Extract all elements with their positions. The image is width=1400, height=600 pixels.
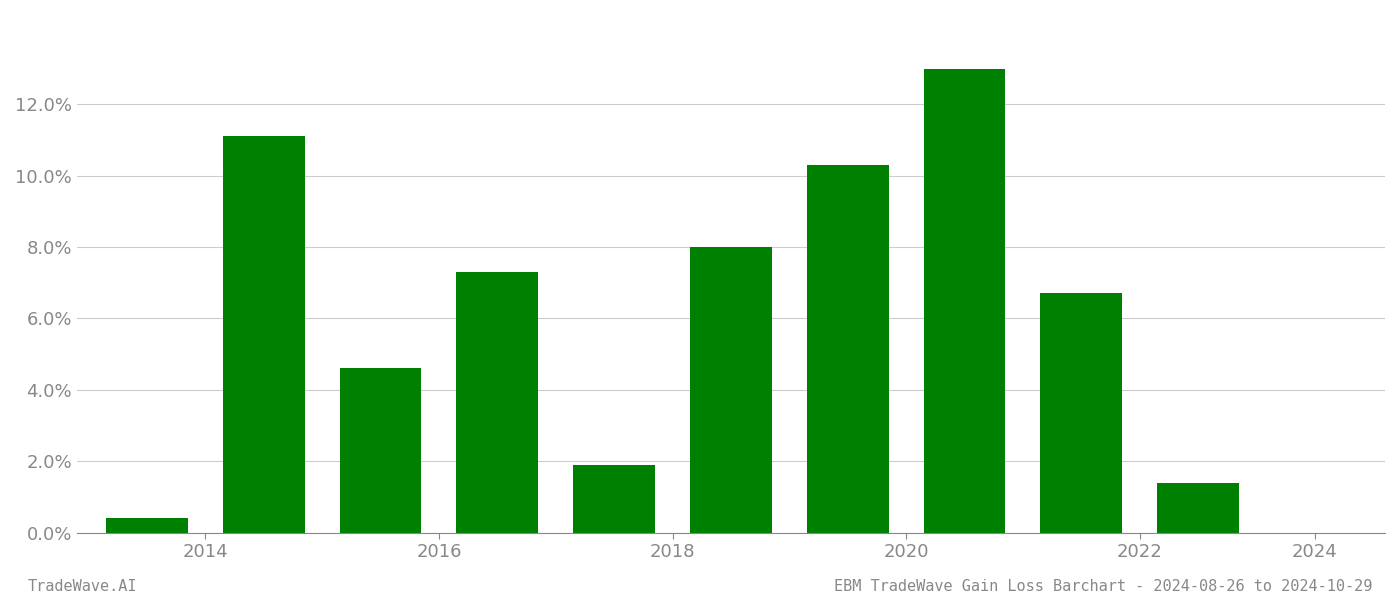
Bar: [806, 165, 889, 533]
Bar: [106, 518, 188, 533]
Bar: [924, 68, 1005, 533]
Bar: [1040, 293, 1123, 533]
Bar: [340, 368, 421, 533]
Bar: [223, 136, 305, 533]
Bar: [573, 465, 655, 533]
Text: EBM TradeWave Gain Loss Barchart - 2024-08-26 to 2024-10-29: EBM TradeWave Gain Loss Barchart - 2024-…: [833, 579, 1372, 594]
Bar: [456, 272, 538, 533]
Text: TradeWave.AI: TradeWave.AI: [28, 579, 137, 594]
Bar: [690, 247, 771, 533]
Bar: [1158, 482, 1239, 533]
